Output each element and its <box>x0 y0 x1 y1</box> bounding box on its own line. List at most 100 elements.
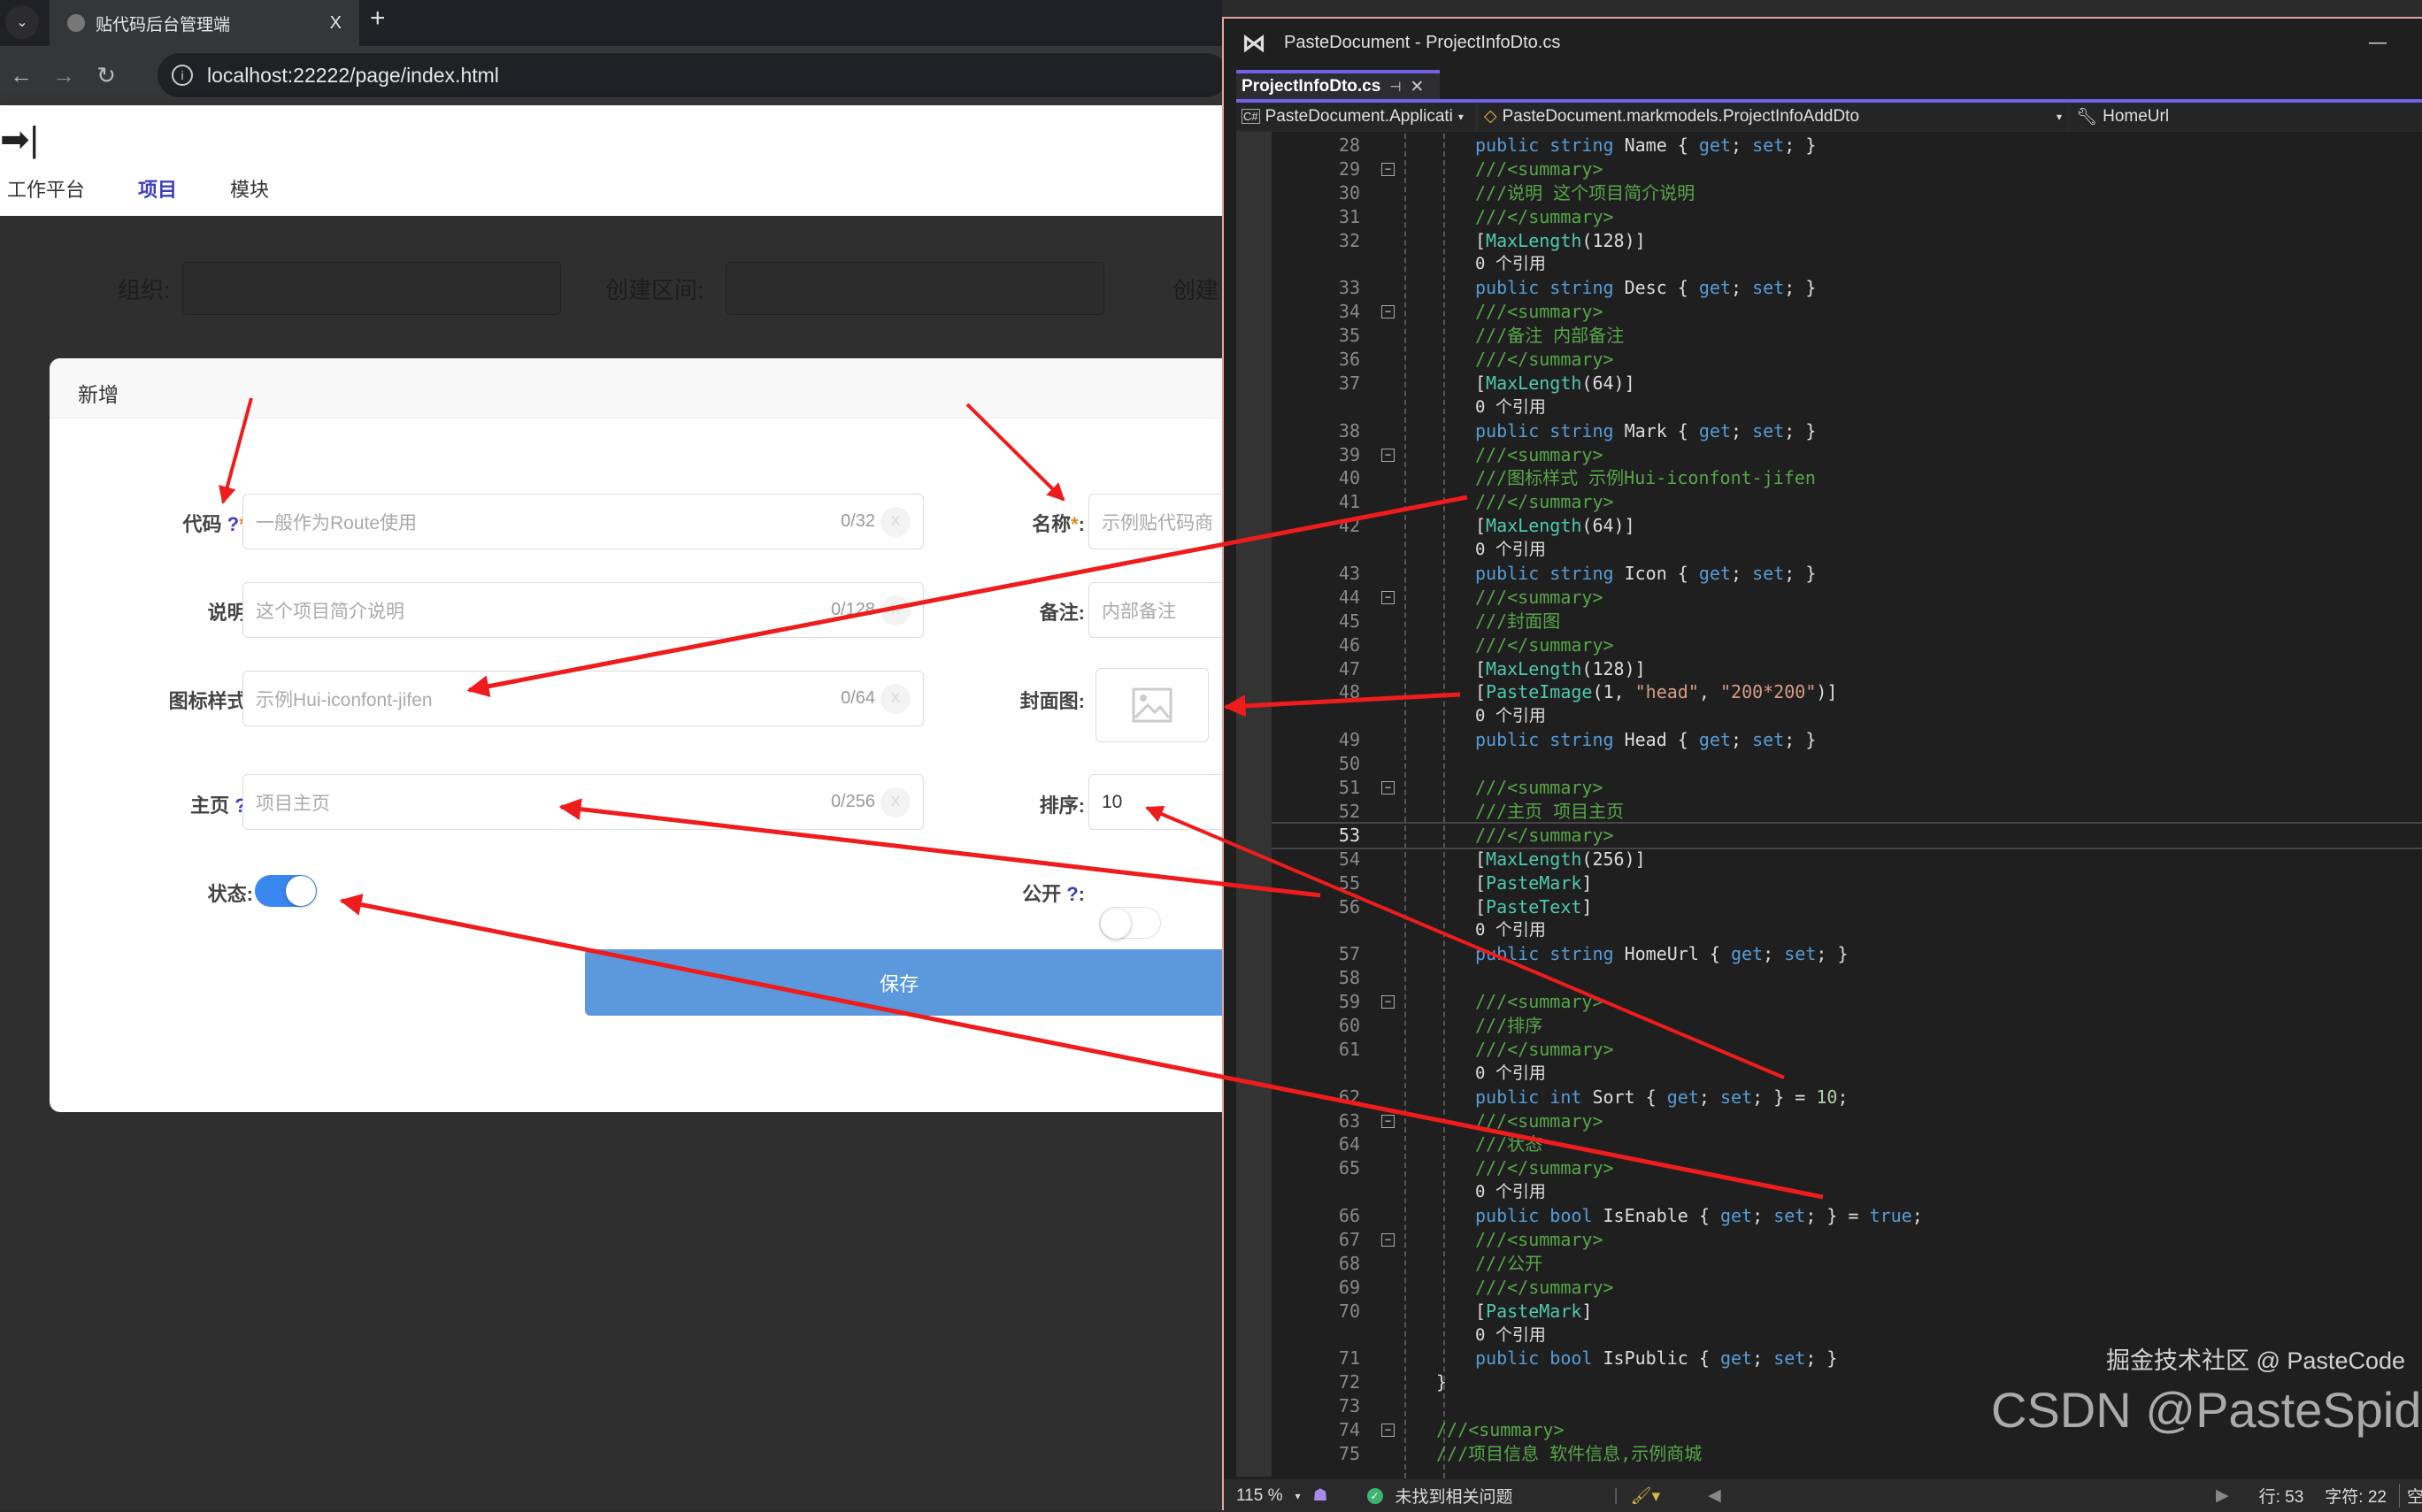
collapse-icon[interactable]: − <box>1381 305 1395 319</box>
code-token: Icon { <box>1624 563 1699 585</box>
whitespace-indicator[interactable]: 空 <box>2398 1484 2422 1508</box>
editor-tab-projectinfodto[interactable]: ProjectInfoDto.cs ⊣ ✕ <box>1236 70 1440 100</box>
menu-item-project[interactable]: 项目 <box>138 179 178 201</box>
code-token: Name { <box>1624 134 1699 156</box>
codelens-references[interactable]: 0 个引用 <box>1272 538 2422 562</box>
tab-close-icon[interactable]: ✕ <box>1410 77 1425 96</box>
code-token: [ <box>1475 515 1487 537</box>
collapse-icon[interactable]: − <box>1381 1114 1395 1128</box>
code-line: 57 public string HomeUrl { get; set; } <box>1272 942 2422 966</box>
collapse-icon[interactable]: − <box>1381 448 1395 462</box>
code-token: ///</summary> <box>1475 824 1614 846</box>
line-number: 68 <box>1338 1252 1360 1274</box>
code-token: ///说明 这个项目简介说明 <box>1475 181 1695 203</box>
help-icon[interactable]: ? <box>227 513 240 535</box>
reload-button[interactable]: ↻ <box>96 62 116 88</box>
codelens-references[interactable]: 0 个引用 <box>1272 704 2422 728</box>
line-number: 48 <box>1338 681 1360 703</box>
codelens-references[interactable]: 0 个引用 <box>1272 1062 2422 1086</box>
new-tab-button[interactable]: + <box>370 4 386 33</box>
code-token: 0 个引用 <box>1475 540 1546 560</box>
tab-search-button[interactable]: ⌄ <box>5 5 39 39</box>
codelens-references[interactable]: 0 个引用 <box>1272 252 2422 276</box>
line-number: 43 <box>1338 563 1360 585</box>
home-label: 主页 ?: <box>190 794 253 817</box>
code-token: } <box>1436 1371 1448 1393</box>
pin-icon[interactable]: ⊣ <box>1389 80 1402 95</box>
vs-status-bar: 115 % ▾ ☗ ✓ 未找到相关问题 | 🖌︎▾ ◀ ▶ 行: 53 字符: … <box>1224 1479 2422 1512</box>
code-line: 64 ///状态 <box>1272 1132 2422 1156</box>
back-button[interactable]: ← <box>10 62 33 88</box>
date-range-input[interactable] <box>726 262 1104 315</box>
public-toggle[interactable] <box>1099 907 1161 939</box>
help-icon[interactable]: ? <box>1066 883 1079 905</box>
desc-input[interactable]: 这个项目简介说明 0/128 X <box>242 582 924 638</box>
cleanup-icon[interactable]: 🖌︎▾ <box>1630 1486 1661 1506</box>
line-number: 47 <box>1338 657 1360 679</box>
code-token: ///<summary> <box>1475 443 1603 465</box>
code-token: (256)] <box>1581 848 1646 870</box>
zoom-level[interactable]: 115 % <box>1236 1485 1283 1505</box>
member-dropdown[interactable]: 🔧︎ HomeUrl <box>2071 103 2422 130</box>
save-button[interactable]: 保存 <box>585 949 1288 1016</box>
code-token: get <box>1698 563 1732 585</box>
code-line: 34 − ///<summary> <box>1272 300 2422 324</box>
code-line: 46 ///</summary> <box>1272 633 2422 657</box>
code-token: ; <box>1837 1086 1849 1108</box>
collapse-icon[interactable]: − <box>1381 781 1395 795</box>
page-header: ➡| 工作平台 项目 模块 <box>0 105 1222 216</box>
tab-close-button[interactable]: X <box>329 12 342 33</box>
collapse-icon[interactable]: − <box>1381 995 1395 1009</box>
collapse-icon[interactable]: − <box>1381 1424 1395 1438</box>
scroll-right-icon[interactable]: ▶ <box>2215 1486 2229 1505</box>
codelens-references[interactable]: 0 个引用 <box>1272 395 2422 419</box>
code-token: public <box>1475 729 1550 751</box>
line-number: 50 <box>1338 753 1360 775</box>
code-token: ///</summary> <box>1475 1038 1614 1060</box>
code-line: 29 − ///<summary> <box>1272 157 2422 181</box>
chevron-down-icon[interactable]: ▾ <box>1295 1489 1301 1502</box>
browser-tab[interactable]: 贴代码后台管理端 X <box>50 0 359 46</box>
public-label: 公开 ?: <box>1022 883 1085 905</box>
line-number: 56 <box>1338 895 1360 917</box>
code-token: MaxLength <box>1486 515 1582 537</box>
scroll-left-icon[interactable]: ◀ <box>1708 1486 1721 1505</box>
copilot-icon[interactable]: ☗ <box>1312 1486 1328 1505</box>
class-dropdown[interactable]: ◇ PasteDocument.markmodels.ProjectInfoAdd… <box>1479 103 2067 130</box>
code-line: 39 − ///<summary> <box>1272 443 2422 467</box>
project-dropdown[interactable]: C# PasteDocument.Applicati ▾ <box>1236 103 1475 130</box>
code-line: 42 [MaxLength(64)] <box>1272 514 2422 538</box>
collapse-icon[interactable]: − <box>1381 590 1395 604</box>
forward-button[interactable]: → <box>52 62 75 88</box>
collapse-icon[interactable]: − <box>1381 1232 1395 1247</box>
site-info-icon[interactable]: i <box>172 65 193 86</box>
code-token: public <box>1475 277 1550 299</box>
collapse-icon[interactable]: − <box>1381 162 1395 176</box>
line-number: 61 <box>1338 1038 1360 1060</box>
menu-item-module[interactable]: 模块 <box>230 179 270 201</box>
home-url-input[interactable]: 项目主页 0/256 X <box>242 774 924 830</box>
code-token: 0 个引用 <box>1475 396 1546 417</box>
codelens-references[interactable]: 0 个引用 <box>1272 1180 2422 1204</box>
menu-item-workbench[interactable]: 工作平台 <box>7 179 86 201</box>
code-line: 49 public string Head { get; set; } <box>1272 728 2422 752</box>
minimize-button[interactable]: — <box>2369 32 2387 52</box>
code-token: ; } <box>1784 563 1817 585</box>
code-token: 0 个引用 <box>1475 1063 1546 1083</box>
code-input[interactable]: 一般作为Route使用 0/32 X <box>242 494 924 549</box>
icon-style-input[interactable]: 示例Hui-iconfont-jifen 0/64 X <box>242 671 924 726</box>
org-filter-input[interactable] <box>182 262 561 315</box>
status-toggle[interactable] <box>255 875 317 907</box>
code-token: 0 个引用 <box>1475 254 1546 274</box>
code-editor[interactable]: 28 public string Name { get; set; } 29−///… <box>1272 134 2422 1478</box>
codelens-references[interactable]: 0 个引用 <box>1272 918 2422 942</box>
address-bar[interactable]: i localhost:22222/page/index.html <box>158 53 1228 97</box>
codelens-references[interactable]: 0 个引用 <box>1272 1324 2422 1347</box>
editor-margin <box>1236 132 1272 1477</box>
line-number: 66 <box>1338 1205 1360 1227</box>
issues-status[interactable]: 未找到相关问题 <box>1395 1488 1513 1507</box>
vs-logo-icon: ⋈ <box>1242 28 1266 57</box>
code-line: 67 − ///<summary> <box>1272 1228 2422 1252</box>
code-token: set <box>1719 1086 1753 1108</box>
cover-image-upload[interactable] <box>1096 668 1209 742</box>
